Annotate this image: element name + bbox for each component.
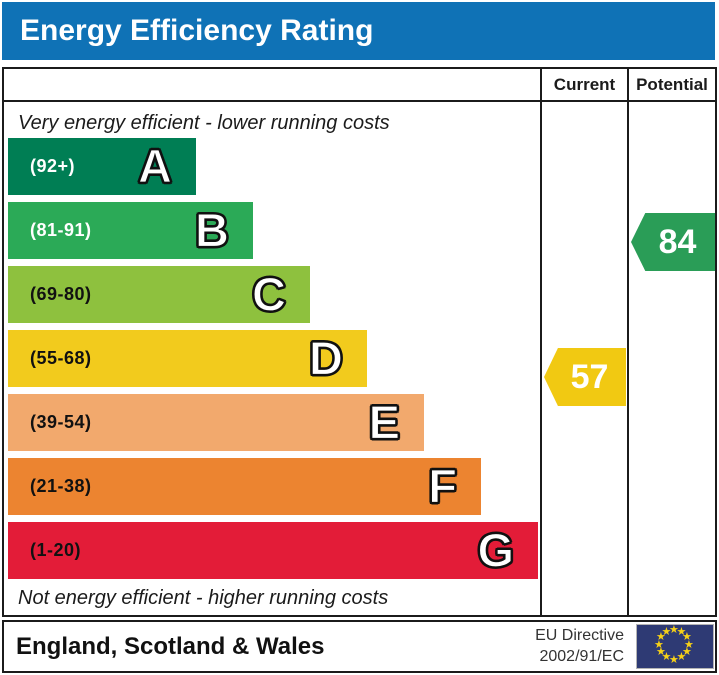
eu-flag-star: ★ (681, 631, 692, 643)
current-column (540, 69, 629, 615)
eu-flag-star: ★ (669, 623, 679, 636)
band-d: (55-68) D (8, 330, 367, 387)
bands-list: (92+) A (81-91) B (69-80) C (55-68) D (3… (4, 138, 540, 579)
band-a: (92+) A (8, 138, 196, 195)
band-d-letter: D (308, 331, 343, 385)
band-f: (21-38) F (8, 458, 481, 515)
eu-flag-star: ★ (656, 646, 666, 658)
rating-bands-area: Very energy efficient - lower running co… (4, 102, 540, 615)
band-c: (69-80) C (8, 266, 310, 323)
current-rating-arrow: 57 (544, 348, 626, 406)
band-b: (81-91) B (8, 202, 253, 259)
potential-column (629, 69, 715, 615)
bottom-note: Not energy efficient - higher running co… (18, 587, 389, 609)
band-g: (1-20) G (8, 522, 538, 579)
potential-rating-value: 84 (658, 222, 697, 261)
band-f-letter: F (428, 459, 458, 513)
band-c-letter: C (251, 267, 286, 321)
eu-directive-label: EU Directive 2002/91/EC (535, 626, 624, 668)
eu-directive-line1: EU Directive (535, 626, 624, 644)
band-b-letter: B (194, 203, 229, 257)
top-note: Very energy efficient - lower running co… (18, 112, 390, 134)
region-label: England, Scotland & Wales (16, 632, 325, 660)
eu-flag-star: ★ (661, 625, 672, 638)
eu-flag-star: ★ (669, 653, 679, 666)
title-bar: Energy Efficiency Rating (2, 2, 715, 60)
eu-flag-icon: ★ ★ ★ ★ ★ ★ ★ ★ ★ ★ ★ ★ (636, 624, 714, 669)
band-a-letter: A (137, 139, 172, 193)
band-g-letter: G (477, 523, 515, 577)
eu-flag-star: ★ (661, 651, 672, 664)
table-header-row (4, 69, 715, 102)
eu-flag-star: ★ (676, 625, 687, 638)
rating-table: Current Potential Very energy efficient … (2, 67, 717, 617)
page-title: Energy Efficiency Rating (20, 14, 374, 47)
current-column-header: Current (553, 75, 616, 94)
band-e: (39-54) E (8, 394, 424, 451)
eu-flag-star: ★ (654, 638, 664, 651)
band-e-range: (39-54) (30, 412, 92, 432)
eu-directive-line2: 2002/91/EC (539, 647, 624, 665)
potential-column-header: Potential (636, 75, 708, 94)
band-d-range: (55-68) (30, 348, 92, 368)
band-f-range: (21-38) (30, 476, 92, 496)
current-rating-value: 57 (570, 357, 609, 396)
band-e-letter: E (368, 395, 401, 449)
band-c-range: (69-80) (30, 284, 92, 304)
potential-rating-arrow: 84 (631, 213, 715, 271)
eu-flag-star: ★ (656, 631, 666, 643)
band-g-range: (1-20) (30, 540, 82, 560)
band-b-range: (81-91) (30, 220, 92, 240)
footer-bar: England, Scotland & Wales EU Directive 2… (2, 620, 717, 673)
eu-flag-star: ★ (684, 638, 694, 651)
eu-flag-star: ★ (681, 646, 692, 658)
eu-flag-star: ★ (676, 651, 687, 664)
band-a-range: (92+) (30, 156, 76, 176)
